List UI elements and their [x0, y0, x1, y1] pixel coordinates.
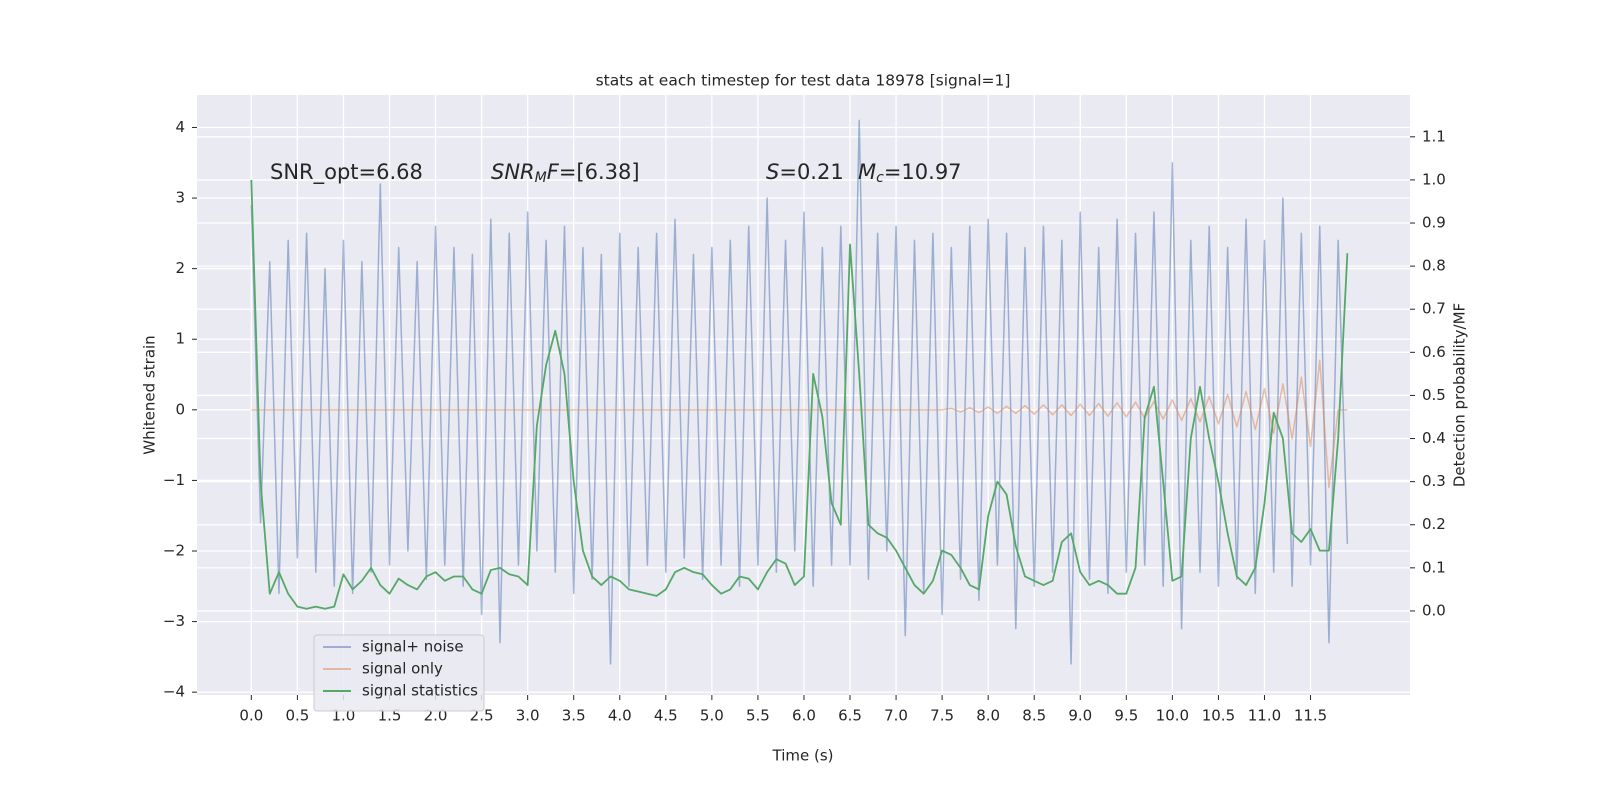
x-tick-label: 11.0 — [1248, 707, 1281, 725]
x-tick-label: 4.5 — [654, 707, 678, 725]
x-tick-label: 5.5 — [746, 707, 770, 725]
annotation: Mc=10.97 — [858, 160, 962, 186]
legend-label: signal only — [362, 660, 443, 678]
series-line — [250, 179, 1349, 610]
y-tick-label: 4 — [175, 118, 185, 136]
y-axis-label: Whitened strain — [141, 335, 159, 454]
x-tick-label: 4.0 — [608, 707, 632, 725]
y-tick-label: −2 — [163, 542, 185, 560]
y2-tick-label: 0.8 — [1422, 257, 1446, 275]
y-tick-label: −1 — [163, 471, 185, 489]
x-tick-label: 9.0 — [1068, 707, 1092, 725]
legend-box — [313, 634, 485, 712]
y2-tick-label: 0.0 — [1422, 601, 1446, 619]
x-tick-label: 8.5 — [1022, 707, 1046, 725]
x-tick-label: 0.0 — [239, 707, 263, 725]
x-tick-label: 7.0 — [884, 707, 908, 725]
x-tick-label: 0.5 — [285, 707, 309, 725]
y2-tick-label: 0.9 — [1422, 214, 1446, 232]
y-tick-label: 0 — [175, 400, 185, 418]
y-tick-label: −3 — [163, 612, 185, 630]
y2-tick-label: 0.6 — [1422, 343, 1446, 361]
x-tick-label: 3.0 — [516, 707, 540, 725]
x-tick-label: 10.0 — [1156, 707, 1189, 725]
legend-label: signal+ noise — [362, 638, 464, 656]
series-line — [250, 119, 1349, 665]
y2-tick-label: 1.1 — [1422, 127, 1446, 145]
chart-title: stats at each timestep for test data 189… — [596, 72, 1011, 90]
y-tick-label: 1 — [175, 330, 185, 348]
y2-tick-label: 0.4 — [1422, 429, 1446, 447]
annotation-part: M — [535, 170, 547, 186]
y-tick-label: −4 — [163, 683, 185, 701]
x-tick-label: 11.5 — [1294, 707, 1327, 725]
x-tick-label: 10.5 — [1202, 707, 1235, 725]
annotation: SNR_opt=6.68 — [270, 160, 423, 185]
x-tick-label: 7.5 — [930, 707, 954, 725]
x-tick-label: 3.5 — [562, 707, 586, 725]
y2-tick-label: 0.3 — [1422, 472, 1446, 490]
x-axis-label: Time (s) — [772, 747, 834, 765]
x-tick-label: 6.0 — [792, 707, 816, 725]
annotation-part: c — [876, 170, 884, 186]
annotation-part: SNR_opt=6.68 — [270, 160, 423, 185]
x-tick-label: 8.0 — [976, 707, 1000, 725]
annotation: SNRMF=[6.38] — [491, 160, 640, 186]
y2-axis-label: Detection probability/MF — [1451, 303, 1469, 487]
y-tick-label: 2 — [175, 259, 185, 277]
annotation-part: =[6.38] — [559, 160, 640, 184]
legend-label: signal statistics — [362, 682, 478, 700]
x-tick-label: 5.0 — [700, 707, 724, 725]
annotation: S=0.21 — [766, 160, 844, 184]
annotation-part: S — [766, 160, 779, 184]
y2-tick-label: 1.0 — [1422, 170, 1446, 188]
series-line — [251, 359, 1348, 489]
y2-tick-label: 0.2 — [1422, 515, 1446, 533]
annotation-part: M — [858, 160, 876, 184]
annotation-part: =10.97 — [884, 160, 962, 184]
annotation-part: =0.21 — [779, 160, 843, 184]
y2-tick-label: 0.5 — [1422, 386, 1446, 404]
y2-tick-label: 0.1 — [1422, 558, 1446, 576]
x-tick-label: 9.5 — [1114, 707, 1138, 725]
y-tick-label: 3 — [175, 189, 185, 207]
x-tick-label: 6.5 — [838, 707, 862, 725]
annotation-part: F — [547, 160, 560, 184]
annotation-part: SNR — [491, 160, 535, 184]
y2-tick-label: 0.7 — [1422, 300, 1446, 318]
